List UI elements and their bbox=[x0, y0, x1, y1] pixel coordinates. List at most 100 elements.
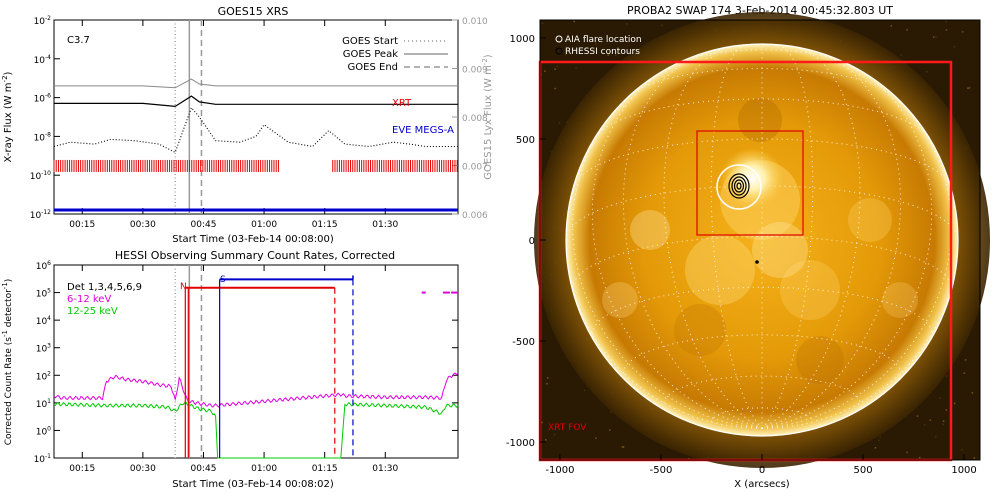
xtick-label: 1000 bbox=[951, 465, 976, 476]
noise-speck bbox=[939, 397, 941, 400]
night-marker-n: N bbox=[180, 282, 187, 292]
noise-speck bbox=[544, 70, 546, 72]
rhessi-contour bbox=[731, 176, 747, 196]
noise-speck bbox=[610, 411, 612, 413]
longitude-line bbox=[572, 110, 763, 429]
noise-speck bbox=[942, 423, 945, 426]
noise-speck bbox=[546, 383, 548, 385]
hessi-xaxis: 00:15 00:30 00:45 01:00 01:15 01:30 bbox=[69, 265, 399, 474]
xtick-label: 00:15 bbox=[69, 220, 95, 230]
series-line-1 bbox=[54, 95, 458, 108]
aia-flare-location bbox=[716, 164, 762, 210]
noise-speck bbox=[621, 446, 624, 448]
noise-speck bbox=[622, 446, 625, 448]
noise-speck bbox=[935, 36, 937, 38]
longitude-line bbox=[761, 110, 952, 429]
noise-speck bbox=[890, 25, 893, 27]
xtick-label: -500 bbox=[650, 465, 673, 476]
noise-speck bbox=[945, 29, 948, 31]
noise-speck bbox=[961, 449, 963, 451]
goes-yaxis-label: X-ray Flux (W m-2) bbox=[1, 71, 14, 162]
hessi-yaxis-label: Corrected Count Rate (s-1 detector-1) bbox=[1, 279, 14, 446]
noise-speck bbox=[626, 23, 628, 25]
noise-speck bbox=[545, 439, 547, 441]
xtick-label: 01:15 bbox=[312, 220, 338, 230]
ytick-label: 0.009 bbox=[462, 66, 488, 76]
goes-legend: GOES Start GOES Peak GOES End bbox=[342, 36, 448, 73]
ytick-label: -1000 bbox=[506, 438, 535, 449]
ytick-label: 0.007 bbox=[462, 163, 488, 173]
goes-yaxis-right: 0.010 0.009 0.008 0.007 0.006 bbox=[452, 17, 488, 221]
xtick-label: 01:30 bbox=[372, 464, 398, 474]
longitude-line bbox=[663, 46, 763, 429]
series-line-2 bbox=[53, 106, 458, 154]
noise-speck bbox=[932, 36, 935, 38]
noise-speck bbox=[953, 46, 956, 48]
noise-speck bbox=[945, 409, 948, 411]
noise-speck bbox=[942, 420, 945, 422]
disk-feature bbox=[738, 98, 782, 142]
legend-12-25kev: 12-25 keV bbox=[67, 306, 118, 317]
rhessi-contour bbox=[728, 173, 750, 199]
noise-speck bbox=[556, 65, 558, 67]
rhessi-contour bbox=[736, 182, 742, 190]
zoom-box bbox=[696, 130, 804, 236]
longitude-line bbox=[761, 44, 814, 429]
ytick-label: 106 bbox=[36, 260, 51, 272]
goes-panel: GOES15 XRS 10-2 10-4 10-6 10-8 10-10 10-12 0.… bbox=[1, 5, 494, 245]
noise-speck bbox=[564, 39, 566, 41]
latitude-line bbox=[572, 235, 952, 289]
rhessi-contours bbox=[728, 173, 750, 199]
hessi-legend: Det 1,3,4,5,6,9 6-12 keV 12-25 keV bbox=[67, 282, 142, 317]
noise-speck bbox=[595, 437, 597, 439]
goes-panel-title: GOES15 XRS bbox=[218, 5, 289, 18]
legend-detectors: Det 1,3,4,5,6,9 bbox=[67, 282, 142, 293]
noise-speck bbox=[953, 402, 956, 405]
aia-legend-icon bbox=[555, 35, 563, 43]
noise-speck bbox=[929, 419, 931, 421]
noise-speck bbox=[553, 433, 556, 436]
noise-speck bbox=[541, 22, 544, 25]
swap-legend: AIA flare location RHESSI contours bbox=[555, 35, 642, 57]
noise-speck bbox=[874, 447, 877, 449]
disk-feature bbox=[780, 260, 840, 320]
noise-speck bbox=[973, 457, 976, 459]
hessi-panel-title: HESSI Observing Summary Count Rates, Cor… bbox=[115, 249, 395, 262]
noise-speck bbox=[963, 372, 965, 374]
eve-label: EVE MEGS-A bbox=[392, 125, 454, 136]
xtick-label: 00:45 bbox=[191, 220, 217, 230]
noise-speck bbox=[607, 54, 610, 56]
ytick-label: 0.008 bbox=[462, 114, 488, 124]
noise-speck bbox=[906, 451, 908, 454]
ytick-label: 104 bbox=[36, 315, 51, 327]
ytick-label: 10-6 bbox=[34, 93, 52, 105]
noise-speck bbox=[945, 375, 948, 377]
noise-speck bbox=[593, 49, 596, 51]
ytick-label: 101 bbox=[36, 398, 51, 410]
disk-feature bbox=[752, 222, 808, 278]
xtick-label: -1000 bbox=[545, 465, 574, 476]
goes-yaxis-right-label: GOES15 Lyx Flux (W m-2) bbox=[481, 54, 494, 180]
noise-speck bbox=[945, 20, 947, 23]
ytick-label: 10-2 bbox=[34, 15, 52, 27]
noise-speck bbox=[573, 20, 575, 23]
noise-speck bbox=[961, 31, 964, 33]
noise-speck bbox=[554, 87, 556, 90]
noise-speck bbox=[916, 415, 919, 417]
sunspot-dot bbox=[755, 260, 759, 264]
noise-speck bbox=[919, 456, 921, 459]
series-line-1 bbox=[53, 401, 459, 459]
series-line-0 bbox=[54, 78, 458, 89]
hessi-xaxis-label: Start Time (03-Feb-14 00:08:02) bbox=[172, 479, 334, 490]
xtick-label: 01:00 bbox=[251, 464, 277, 474]
latitude-line bbox=[622, 67, 902, 107]
ytick-label: 500 bbox=[516, 135, 535, 146]
longitude-line bbox=[710, 44, 763, 429]
disk-feature bbox=[685, 235, 755, 305]
xtick-label: 00:30 bbox=[130, 220, 156, 230]
ytick-label: 1000 bbox=[510, 34, 535, 45]
xtick-label: 0 bbox=[759, 465, 765, 476]
latitude-line bbox=[572, 138, 952, 192]
hessi-panel: HESSI Observing Summary Count Rates, Cor… bbox=[1, 249, 459, 490]
noise-speck bbox=[878, 439, 880, 442]
